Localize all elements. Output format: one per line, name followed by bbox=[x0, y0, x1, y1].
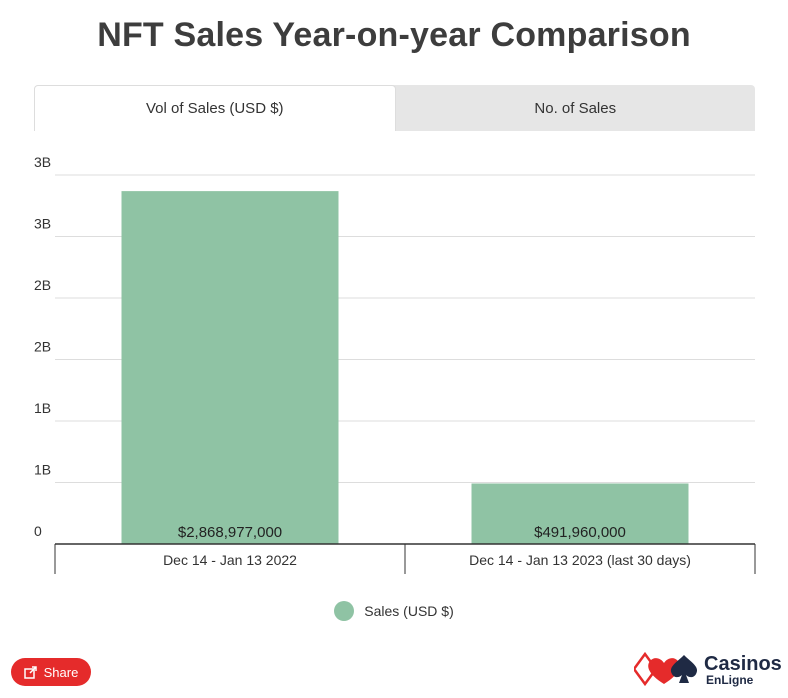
x-tick-label: Dec 14 - Jan 13 2022 bbox=[163, 552, 297, 568]
tab-bar: Vol of Sales (USD $) No. of Sales bbox=[34, 85, 755, 131]
y-tick-label: 1B bbox=[34, 400, 51, 416]
x-tick-label: Dec 14 - Jan 13 2023 (last 30 days) bbox=[469, 552, 691, 568]
legend-label: Sales (USD $) bbox=[364, 603, 454, 619]
y-tick-label: 3B bbox=[34, 154, 51, 170]
legend: Sales (USD $) bbox=[0, 601, 788, 621]
y-tick-label: 3B bbox=[34, 216, 51, 232]
share-icon bbox=[23, 665, 37, 679]
share-label: Share bbox=[43, 664, 79, 680]
bar bbox=[471, 483, 689, 544]
y-tick-label: 2B bbox=[34, 277, 51, 293]
bar-value-label: $491,960,000 bbox=[534, 524, 626, 541]
tab-no-of-sales[interactable]: No. of Sales bbox=[534, 99, 617, 117]
share-button[interactable]: Share bbox=[11, 658, 91, 686]
tab-vol-of-sales[interactable]: Vol of Sales (USD $) bbox=[34, 85, 396, 131]
casinos-enligne-logo: Casinos EnLigne bbox=[634, 652, 782, 688]
card-suits-logo-icon bbox=[634, 652, 698, 687]
chart-title: NFT Sales Year-on-year Comparison bbox=[97, 16, 691, 54]
y-tick-label: 0 bbox=[34, 523, 42, 539]
logo-name: Casinos bbox=[704, 653, 782, 675]
legend-swatch bbox=[334, 601, 355, 621]
bar bbox=[121, 191, 339, 544]
bar-value-label: $2,868,977,000 bbox=[178, 524, 282, 541]
y-tick-label: 1B bbox=[34, 462, 51, 478]
y-tick-label: 2B bbox=[34, 339, 51, 355]
logo-subtitle: EnLigne bbox=[706, 673, 754, 687]
bar-chart: 0 1B 1B 2B 2B 3B 3B $2,868,977,000 $491,960,000 D… bbox=[34, 154, 756, 574]
